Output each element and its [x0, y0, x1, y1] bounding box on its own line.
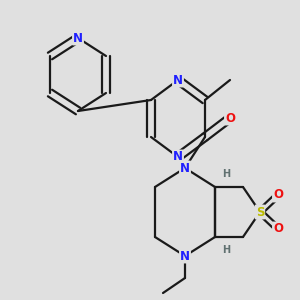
- Text: N: N: [173, 151, 183, 164]
- Text: N: N: [180, 250, 190, 262]
- Text: N: N: [173, 74, 183, 86]
- Text: N: N: [180, 161, 190, 175]
- Text: S: S: [256, 206, 264, 218]
- Text: N: N: [73, 32, 83, 44]
- Text: O: O: [225, 112, 235, 124]
- Text: H: H: [222, 169, 230, 179]
- Text: O: O: [273, 188, 283, 202]
- Text: O: O: [273, 223, 283, 236]
- Text: H: H: [222, 245, 230, 255]
